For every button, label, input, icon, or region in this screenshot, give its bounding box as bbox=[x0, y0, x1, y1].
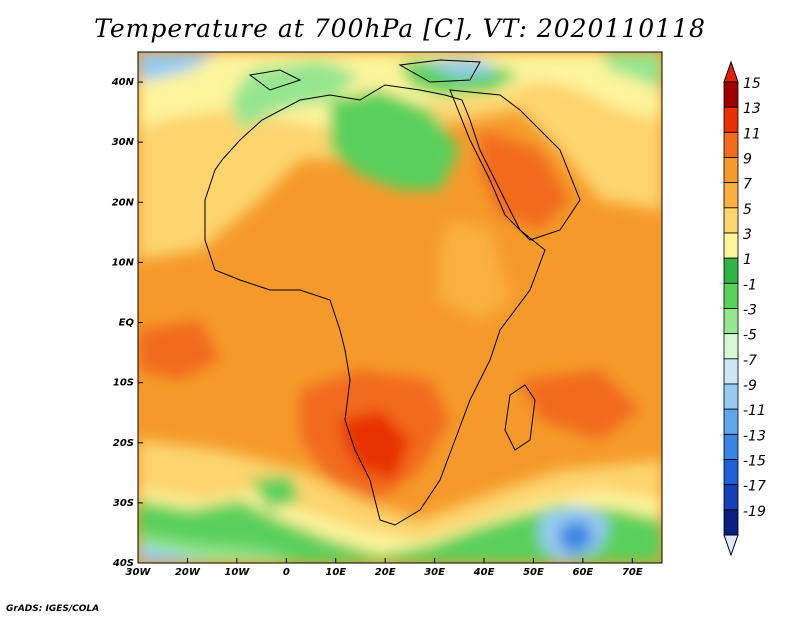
grads-credit: GrADS: IGES/COLA bbox=[6, 604, 100, 614]
field-namibia-hot bbox=[340, 410, 410, 480]
field-mediterranean-green bbox=[230, 60, 360, 130]
field-sw-blue bbox=[138, 545, 210, 563]
lon-tick-label: 20E bbox=[375, 567, 396, 578]
field-nw-blue bbox=[138, 52, 220, 80]
colorbar-label: -19 bbox=[743, 504, 766, 520]
lon-tick-label: 30W bbox=[126, 567, 152, 578]
lat-tick-label: EQ bbox=[119, 318, 135, 329]
lon-tick-label: 10W bbox=[224, 567, 250, 578]
lat-tick-label: 40S bbox=[112, 558, 134, 569]
colorbar-swatch bbox=[723, 433, 739, 460]
colorbar-swatch bbox=[723, 408, 739, 435]
plot-frame bbox=[137, 51, 663, 564]
plot-title: Temperature at 700hPa [C], VT: 202011011… bbox=[94, 14, 706, 43]
colorbar-swatch bbox=[723, 81, 739, 108]
colorbar-label: 5 bbox=[743, 202, 752, 218]
colorbar-label: 11 bbox=[743, 126, 761, 142]
colorbar-label: -1 bbox=[743, 277, 757, 293]
lat-tick-label: 30N bbox=[112, 137, 135, 148]
field-satlantic-green bbox=[250, 475, 300, 510]
coastlines bbox=[204, 59, 581, 526]
lon-tick-label: 0 bbox=[283, 567, 290, 578]
colorbar-label: 15 bbox=[743, 76, 761, 92]
colorbar-label: -3 bbox=[743, 303, 757, 319]
colorbar-label: 3 bbox=[743, 227, 752, 243]
lon-tick-label: 70E bbox=[622, 567, 643, 578]
colorbar-label: -5 bbox=[743, 328, 757, 344]
colorbar-swatch bbox=[723, 207, 739, 234]
field-se-deepblue bbox=[560, 520, 595, 555]
field-atlantic-warm bbox=[138, 320, 220, 380]
field-ne-green bbox=[600, 52, 662, 90]
colorbar: 15 13 11 9 7 5 3 1 -1 -3 -5 -7 -9 -11 -13 -15 -17 -19 bbox=[723, 60, 766, 557]
field-ethiopia bbox=[440, 220, 510, 320]
colorbar-label: -15 bbox=[743, 454, 766, 470]
colorbar-label: -7 bbox=[743, 353, 757, 369]
colorbar-swatch bbox=[723, 358, 739, 385]
lat-tick-label: 20N bbox=[112, 197, 135, 208]
lon-tick-label: 20W bbox=[175, 567, 201, 578]
temperature-field bbox=[138, 52, 662, 563]
field-indian-warm bbox=[520, 370, 640, 440]
colorbar-swatch bbox=[723, 383, 739, 410]
lat-axis: 40N 30N 20N 10N EQ 10S 20S 30S 40S bbox=[111, 77, 143, 569]
colorbar-label: 9 bbox=[743, 152, 752, 168]
colorbar-label: -13 bbox=[743, 428, 766, 444]
lat-tick-label: 10S bbox=[113, 378, 134, 389]
colorbar-label: -17 bbox=[743, 479, 766, 495]
colorbar-top-triangle bbox=[723, 60, 739, 83]
colorbar-swatch bbox=[723, 308, 739, 335]
lon-tick-label: 10E bbox=[325, 567, 346, 578]
colorbar-swatch bbox=[723, 333, 739, 360]
field-arabia-warm bbox=[480, 130, 570, 230]
lon-tick-label: 60E bbox=[573, 567, 594, 578]
colorbar-label: 7 bbox=[743, 177, 752, 193]
colorbar-swatch bbox=[723, 282, 739, 309]
colorbar-swatch bbox=[723, 182, 739, 209]
lon-tick-label: 30E bbox=[424, 567, 445, 578]
lat-tick-label: 30S bbox=[113, 498, 134, 509]
field-blacksea-blue bbox=[420, 60, 500, 78]
field-south-green bbox=[138, 500, 662, 563]
lon-tick-label: 50E bbox=[523, 567, 544, 578]
lat-tick-label: 20S bbox=[113, 438, 134, 449]
lat-tick-label: 10N bbox=[112, 257, 135, 268]
colorbar-swatch bbox=[723, 232, 739, 259]
colorbar-swatch bbox=[723, 157, 739, 184]
colorbar-label: 13 bbox=[743, 101, 761, 117]
colorbar-swatch bbox=[723, 131, 739, 158]
field-sahara-green bbox=[330, 90, 460, 190]
colorbar-label: 1 bbox=[743, 252, 752, 268]
colorbar-bottom-triangle bbox=[723, 534, 739, 557]
colorbar-swatch bbox=[723, 106, 739, 133]
lat-tick-label: 40N bbox=[111, 77, 135, 88]
lon-axis: 30W 20W 10W 0 10E 20E 30E 40E 50E 60E 70E bbox=[126, 558, 643, 578]
colorbar-label: -11 bbox=[743, 403, 766, 419]
colorbar-swatch bbox=[723, 459, 739, 486]
colorbar-swatch bbox=[723, 484, 739, 511]
colorbar-swatch bbox=[723, 509, 739, 536]
colorbar-swatch bbox=[723, 257, 739, 284]
colorbar-label: -9 bbox=[743, 378, 757, 394]
lon-tick-label: 40E bbox=[473, 567, 495, 578]
